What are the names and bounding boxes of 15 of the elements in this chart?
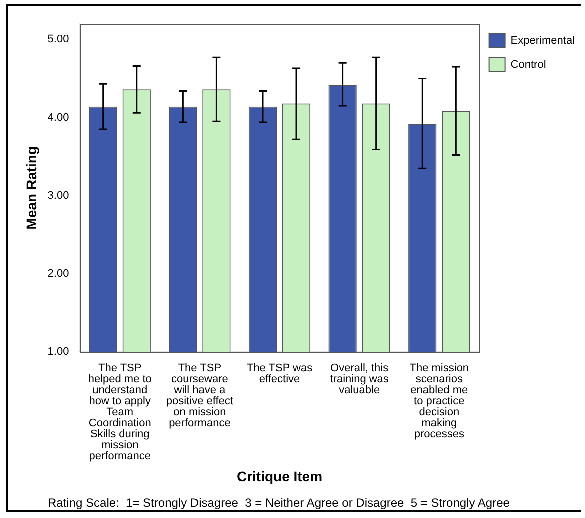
y-tick-label: 3.00 xyxy=(48,190,70,202)
x-axis-title: Critique Item xyxy=(236,468,323,484)
x-tick-label: Overall, this training was valuable xyxy=(330,362,390,397)
x-tick-label: The mission scenarios enabled me to practice decision making processes xyxy=(410,362,470,441)
y-axis-title: Mean Rating xyxy=(23,146,40,230)
y-tick-label: 2.00 xyxy=(48,268,70,280)
text: Rating Scale: 1= Strongly Disagree 3 = Neither Agree or Disagree 5 = Strongly Agree xyxy=(48,496,510,510)
y-tick-label: 1.00 xyxy=(48,346,70,358)
x-tick-label: The TSP was effective xyxy=(246,362,314,386)
legend-label: Control xyxy=(510,59,546,72)
legend-label: Experimental xyxy=(510,35,576,48)
y-tick-label: 5.00 xyxy=(48,34,70,46)
category-label: The TSP helped me to understand how to apply Team Coordination Skills during mission performance xyxy=(88,362,152,463)
x-tick-label: The TSP courseware will have a positive effect on mission performance xyxy=(166,362,234,430)
y-tick-label: 4.00 xyxy=(48,112,70,124)
